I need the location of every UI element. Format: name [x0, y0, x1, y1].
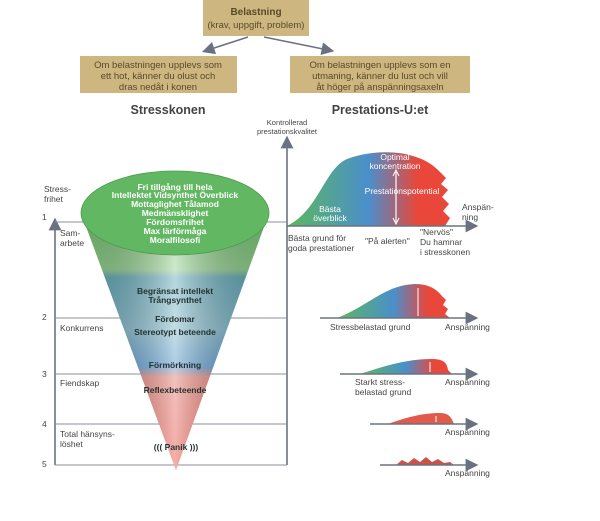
- svg-text:Om belastningen upplevs som: Om belastningen upplevs som: [94, 60, 222, 71]
- svg-text:belastad grund: belastad grund: [355, 387, 412, 397]
- level-4-number: 4: [42, 419, 47, 429]
- svg-text:Anspänning: Anspänning: [445, 377, 490, 387]
- svg-text:koncentration: koncentration: [369, 161, 420, 171]
- level-1-label-2: arbete: [60, 238, 84, 248]
- svg-text:Anspänning: Anspänning: [445, 468, 490, 478]
- curve-2: Stressbelastad grund Anspänning: [320, 284, 490, 332]
- performance-u-heading: Prestations-U:et: [332, 103, 429, 117]
- svg-text:Fri tillgång till hela: Fri tillgång till hela: [137, 182, 212, 192]
- svg-text:Optimal: Optimal: [380, 152, 409, 162]
- svg-text:"På alerten": "På alerten": [365, 236, 410, 246]
- svg-text:Anspänning: Anspänning: [445, 427, 490, 437]
- level-2-label: Konkurrens: [60, 323, 103, 333]
- level-5-number: 5: [42, 459, 47, 469]
- challenge-box: Om belastningen upplevs som en utmaning,…: [290, 56, 470, 93]
- svg-text:dras nedåt i konen: dras nedåt i konen: [119, 82, 197, 93]
- svg-text:Belastning: Belastning: [230, 7, 281, 18]
- level-1-number: 1: [42, 212, 47, 222]
- svg-text:Moralfilosofi: Moralfilosofi: [150, 235, 201, 245]
- curve-1: Optimal koncentration Prestationspotenti…: [287, 152, 494, 257]
- svg-text:Om belastningen upplevs som en: Om belastningen upplevs som en: [310, 60, 451, 71]
- svg-text:Intellektet Vidsynthet Överbli: Intellektet Vidsynthet Överblick: [112, 190, 239, 200]
- curve-5: Anspänning: [380, 457, 490, 478]
- svg-text:goda prestationer: goda prestationer: [288, 243, 354, 253]
- svg-text:Bästa: Bästa: [319, 204, 341, 214]
- svg-text:Reflexbeteende: Reflexbeteende: [144, 385, 207, 395]
- stress-free-label-2: frihet: [44, 194, 64, 204]
- svg-text:utmaning, känner du lust och v: utmaning, känner du lust och vill: [312, 71, 448, 82]
- svg-text:Trångsynthet: Trångsynthet: [148, 295, 202, 305]
- svg-text:Fördomsfrihet: Fördomsfrihet: [146, 217, 204, 227]
- svg-text:Stressbelastad grund: Stressbelastad grund: [330, 322, 411, 332]
- curve-4: Anspänning: [370, 413, 490, 437]
- svg-text:Medmänsklighet: Medmänsklighet: [142, 208, 209, 218]
- threat-box: Om belastningen upplevs som ett hot, kän…: [80, 56, 237, 93]
- svg-text:i stresskonen: i stresskonen: [420, 247, 470, 257]
- arrow-right: [263, 36, 335, 55]
- svg-text:Bästa grund för: Bästa grund för: [288, 233, 346, 243]
- y-axis-label-2: prestationskvalitet: [257, 127, 318, 136]
- stress-cone-heading: Stresskonen: [130, 103, 205, 117]
- stress-free-label: Stress-: [44, 184, 71, 194]
- svg-text:Förmörkning: Förmörkning: [149, 360, 201, 370]
- svg-text:åt höger på anspänningsaxeln: åt höger på anspänningsaxeln: [316, 82, 443, 93]
- level-4-label-2: löshet: [60, 439, 83, 449]
- y-axis-label: Kontrollerad: [267, 118, 307, 127]
- level-2-number: 2: [42, 312, 47, 322]
- curve-3: Starkt stress- belastad grund Anspänning: [340, 359, 490, 397]
- level-4-label: Total hänsyns-: [60, 429, 115, 439]
- svg-text:Mottaglighet Tålamod: Mottaglighet Tålamod: [131, 199, 219, 209]
- svg-text:Begränsat intellekt: Begränsat intellekt: [137, 286, 213, 296]
- svg-text:Max lärförmåga: Max lärförmåga: [144, 226, 207, 236]
- svg-text:Stereotypt beteende: Stereotypt beteende: [134, 327, 216, 337]
- svg-text:((( Panik ))): ((( Panik ))): [154, 442, 199, 452]
- svg-text:Anspän-: Anspän-: [462, 202, 494, 212]
- svg-text:"Nervös": "Nervös": [420, 227, 453, 237]
- svg-text:ett hot, känner du olust och: ett hot, känner du olust och: [101, 71, 216, 82]
- svg-text:Fördomar: Fördomar: [155, 314, 195, 324]
- svg-text:Anspänning: Anspänning: [445, 322, 490, 332]
- stress-cone: Fri tillgång till hela Intellektet Vidsy…: [80, 170, 270, 470]
- svg-text:Du hamnar: Du hamnar: [420, 237, 462, 247]
- level-1-label: Sam-: [60, 228, 80, 238]
- svg-text:(krav, uppgift, problem): (krav, uppgift, problem): [208, 20, 305, 31]
- level-3-label: Fiendskap: [60, 378, 99, 388]
- svg-text:ning: ning: [462, 212, 478, 222]
- svg-text:överblick: överblick: [313, 213, 347, 223]
- level-3-number: 3: [42, 369, 47, 379]
- svg-text:Prestationspotential: Prestationspotential: [365, 186, 440, 196]
- load-box: Belastning (krav, uppgift, problem): [203, 0, 309, 36]
- svg-text:Starkt stress-: Starkt stress-: [355, 377, 405, 387]
- arrow-left: [201, 36, 249, 55]
